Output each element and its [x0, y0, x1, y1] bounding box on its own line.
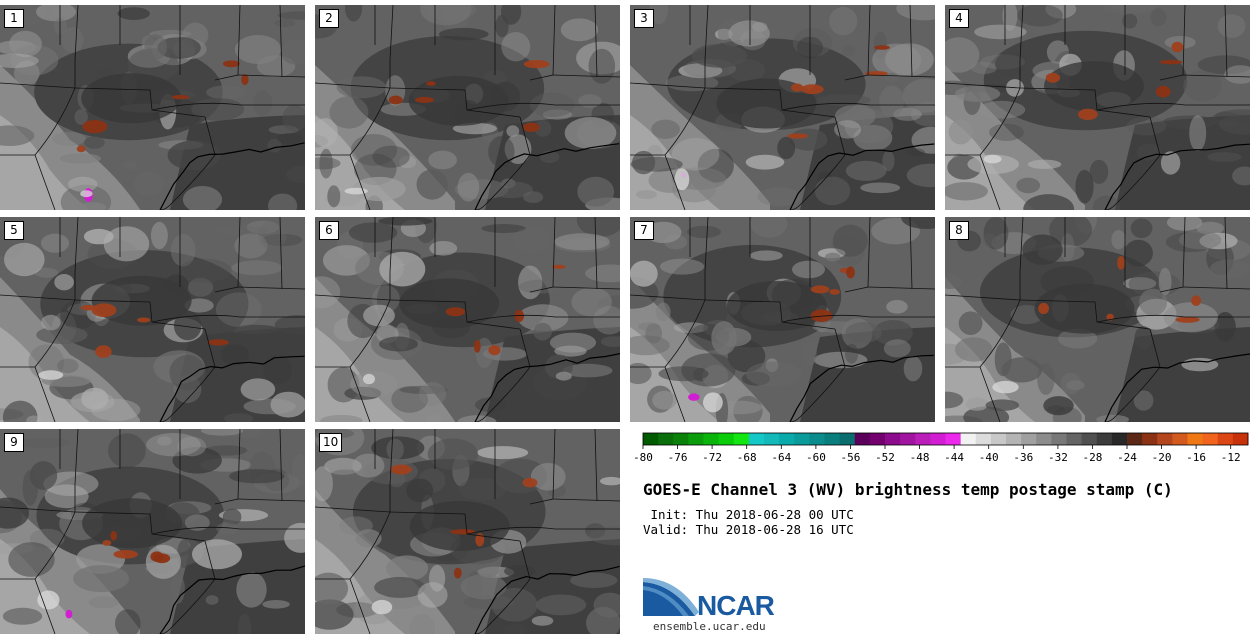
panel-number-9: 9 [4, 433, 24, 452]
colorbar-bin [1202, 433, 1219, 445]
colorbar-bin [733, 433, 750, 445]
stamp-panel-2: 2 [315, 5, 620, 210]
colorbar-bin [990, 433, 1007, 445]
stamp-map-3 [630, 5, 935, 210]
colorbar-bin [1036, 433, 1052, 445]
colorbar-bin [794, 433, 810, 445]
ncar-logo-text: NCAR [697, 590, 775, 621]
panel-number-4: 4 [949, 9, 969, 28]
colorbar-tick-label: -52 [875, 451, 895, 464]
stamp-map-2 [315, 5, 620, 210]
stamp-map-7 [630, 217, 935, 422]
ncar-logo [643, 578, 699, 616]
panel-number-3: 3 [634, 9, 654, 28]
colorbar-bin [748, 433, 765, 445]
colorbar: -80 -76 -72 -68 -64 -60 -56 -52 -48 -44 -40 -36 -32 -… [633, 432, 1249, 464]
colorbar-bin [960, 433, 977, 445]
panel-number-6: 6 [319, 221, 339, 240]
colorbar-bin [1006, 433, 1022, 445]
colorbar-bin [975, 433, 992, 445]
colorbar-tick-label: -68 [737, 451, 757, 464]
colorbar-tick-label: -16 [1186, 451, 1206, 464]
colorbar-bin [764, 433, 780, 445]
colorbar-tick-label: -20 [1152, 451, 1172, 464]
stamp-panel-6: 6 [315, 217, 620, 422]
colorbar-bin [1127, 433, 1143, 445]
panel-number-10: 10 [319, 433, 343, 452]
colorbar-bin [915, 433, 931, 445]
colorbar-bin [718, 433, 735, 445]
stamp-panel-8: 8 [945, 217, 1250, 422]
chart-title: GOES-E Channel 3 (WV) brightness temp po… [643, 480, 1173, 499]
panel-number-7: 7 [634, 221, 654, 240]
colorbar-bin [945, 433, 962, 445]
colorbar-bin [1111, 433, 1128, 445]
colorbar-tick-label: -44 [944, 451, 964, 464]
colorbar-tick-label: -76 [668, 451, 688, 464]
colorbar-bin [809, 433, 825, 445]
colorbar-tick-label: -28 [1082, 451, 1102, 464]
colorbar-bin [1157, 433, 1173, 445]
colorbar-bin [1021, 433, 1037, 445]
stamp-panel-5: 5 [0, 217, 305, 422]
ncar-url: ensemble.ucar.edu [653, 620, 766, 633]
stamp-map-8 [945, 217, 1250, 422]
stamp-panel-9: 9 [0, 429, 305, 634]
colorbar-tick-label: -64 [771, 451, 791, 464]
colorbar-bin [839, 433, 856, 445]
valid-time: Valid: Thu 2018-06-28 16 UTC [643, 522, 854, 537]
stamp-panel-4: 4 [945, 5, 1250, 210]
stamp-map-6 [315, 217, 620, 422]
colorbar-bin [1187, 433, 1204, 445]
stamp-panel-7: 7 [630, 217, 935, 422]
colorbar-bin [1066, 433, 1083, 445]
colorbar-bin [1232, 433, 1249, 445]
colorbar-bin [1172, 433, 1188, 445]
colorbar-bin [703, 433, 720, 445]
colorbar-tick-label: -72 [702, 451, 722, 464]
colorbar-bin [658, 433, 674, 445]
colorbar-bin [1142, 433, 1158, 445]
colorbar-bin [1051, 433, 1067, 445]
stamp-map-10 [315, 429, 620, 634]
colorbar-bin [854, 433, 871, 445]
colorbar-bin [824, 433, 841, 445]
panel-number-1: 1 [4, 9, 24, 28]
colorbar-bin [1217, 433, 1234, 445]
title-block: GOES-E Channel 3 (WV) brightness temp po… [643, 480, 1173, 537]
colorbar-bin [673, 433, 689, 445]
colorbar-tick-label: -12 [1221, 451, 1241, 464]
stamp-map-9 [0, 429, 305, 634]
panel-number-8: 8 [949, 221, 969, 240]
stamp-map-5 [0, 217, 305, 422]
colorbar-tick-label: -80 [633, 451, 653, 464]
stamp-panel-10: 10 [315, 429, 620, 634]
init-time: Init: Thu 2018-06-28 00 UTC [643, 507, 854, 522]
stamp-panel-3: 3 [630, 5, 935, 210]
colorbar-tick-label: -48 [910, 451, 930, 464]
colorbar-tick-label: -32 [1048, 451, 1068, 464]
colorbar-bin [869, 433, 886, 445]
colorbar-bin [1096, 433, 1113, 445]
colorbar-bin [643, 433, 659, 445]
colorbar-bin [900, 433, 916, 445]
colorbar-tick-label: -40 [979, 451, 999, 464]
stamp-map-4 [945, 5, 1250, 210]
stamp-panel-1: 1 [0, 5, 305, 210]
colorbar-tick-label: -60 [806, 451, 826, 464]
colorbar-bin [688, 433, 704, 445]
panel-number-2: 2 [319, 9, 339, 28]
colorbar-tick-label: -36 [1013, 451, 1033, 464]
colorbar-bin [885, 433, 901, 445]
colorbar-bin [779, 433, 795, 445]
colorbar-tick-label: -56 [840, 451, 860, 464]
colorbar-bin [930, 433, 946, 445]
panel-number-5: 5 [4, 221, 24, 240]
colorbar-tick-label: -24 [1117, 451, 1137, 464]
stamp-map-1 [0, 5, 305, 210]
colorbar-bin [1081, 433, 1098, 445]
